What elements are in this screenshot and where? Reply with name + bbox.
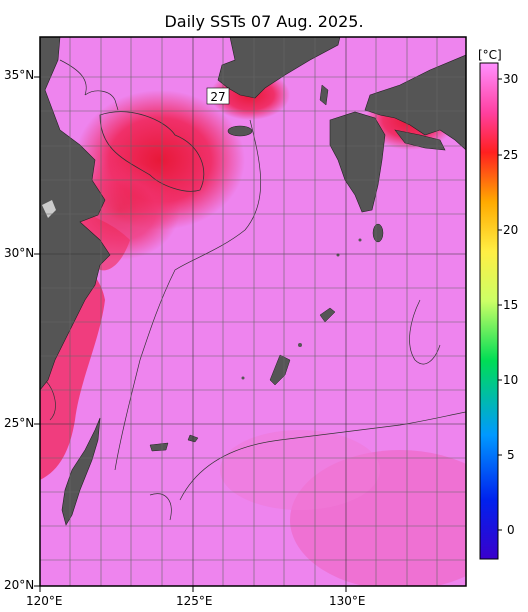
land-amami: [319, 307, 336, 323]
lon-label-130: 130°E: [329, 594, 366, 608]
land-okinawa: [269, 354, 291, 386]
colorbar-tick-30: 30: [503, 72, 519, 86]
map-grid: [40, 37, 466, 586]
lat-label-35: 35°N: [4, 68, 35, 82]
contour-line: [149, 493, 172, 521]
lon-label-125: 125°E: [176, 594, 213, 608]
land-islet: [298, 343, 302, 347]
contour-line: [59, 59, 87, 96]
contour-line: [44, 379, 56, 421]
lon-label-120: 120°E: [26, 594, 63, 608]
map-area: 27: [40, 37, 466, 586]
colorbar-ticks: [498, 78, 502, 531]
land-tanegashima: [372, 223, 384, 243]
land-lake-area: [42, 200, 56, 218]
map-title: Daily SSTs 07 Aug. 2025.: [164, 12, 364, 31]
colorbar-tick-15: 15: [503, 298, 519, 312]
colorbar: [479, 62, 499, 560]
land-shikoku: [394, 129, 446, 151]
land-korea: [217, 37, 341, 99]
contour-label-box: [206, 87, 230, 105]
colorbar-tick-5: 5: [507, 448, 515, 462]
colorbar-tick-25: 25: [503, 148, 519, 162]
map-frame: [39, 36, 467, 587]
contour-line: [179, 411, 466, 501]
land-kyushu: [329, 111, 386, 213]
colorbar-tick-0: 0: [507, 523, 515, 537]
land-china: [40, 37, 111, 391]
colorbar-tick-20: 20: [503, 223, 519, 237]
land-honshu: [364, 54, 466, 151]
land-islet: [358, 238, 362, 242]
warm-patch-mid: [220, 430, 380, 510]
lat-label-20: 20°N: [4, 578, 35, 592]
lat-label-30: 30°N: [4, 246, 35, 260]
contour-line: [84, 90, 119, 111]
contour-hot-blob: [99, 111, 205, 192]
land-tsushima: [319, 84, 329, 106]
land-islet: [241, 376, 245, 380]
contour-line: [409, 299, 441, 365]
contour-label: 27: [210, 90, 225, 104]
colorbar-unit: [°C]: [478, 48, 502, 62]
axis-ticks: [34, 76, 347, 592]
colorbar-tick-10: 10: [503, 373, 519, 387]
land-taiwan: [61, 417, 101, 526]
contour-line: [114, 119, 261, 471]
land-jeju: [227, 125, 253, 137]
lat-label-25: 25°N: [4, 416, 35, 430]
